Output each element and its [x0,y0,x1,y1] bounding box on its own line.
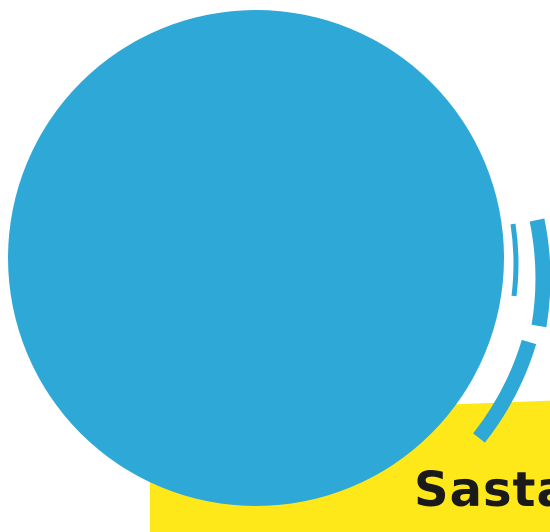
outer-arc-upper [529,218,550,328]
inner-ring-arc [510,223,519,297]
outer-arc-lower [473,339,537,443]
banner-text: Sasta [414,462,550,518]
blue-circle [8,10,504,506]
